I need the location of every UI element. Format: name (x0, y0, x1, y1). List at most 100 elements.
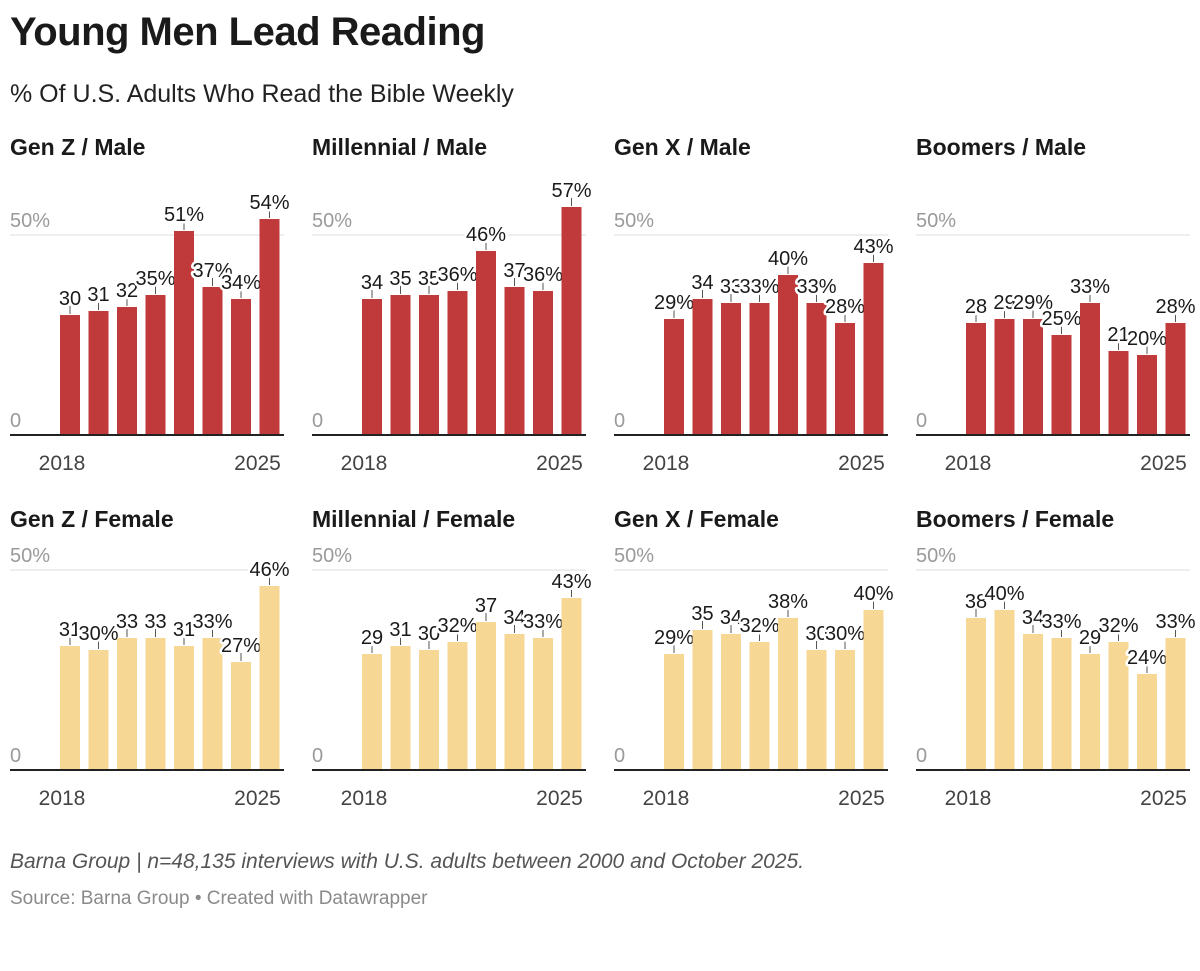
x-tick-label: 2018 (643, 787, 690, 810)
page-title: Young Men Lead Reading (10, 10, 485, 54)
value-label: 33% (739, 276, 779, 298)
bar (504, 287, 525, 435)
value-label: 40% (768, 248, 808, 270)
value-label: 33% (1070, 276, 1110, 298)
value-label: 30 (418, 623, 440, 645)
bar (1080, 654, 1100, 770)
value-label: 33 (144, 611, 166, 633)
value-label: 37 (475, 595, 497, 617)
x-tick-label: 2018 (643, 452, 690, 475)
panel-title: Gen X / Male (614, 134, 751, 160)
value-label: 21 (1107, 324, 1129, 346)
bar (447, 642, 468, 770)
value-label: 35 (691, 603, 713, 625)
panel-title: Gen Z / Male (10, 134, 145, 160)
x-tick-label: 2025 (838, 787, 885, 810)
y-tick-label: 0 (10, 745, 21, 767)
bar (1165, 323, 1186, 435)
bar (994, 319, 1015, 435)
bar (721, 634, 741, 770)
value-label: 29 (361, 627, 383, 649)
panel-title: Millennial / Male (312, 134, 487, 160)
bar (504, 634, 525, 770)
bar (202, 638, 223, 770)
value-label: 37% (192, 260, 232, 282)
x-tick-label: 2018 (39, 452, 86, 475)
y-tick-label: 50% (312, 545, 352, 567)
value-label: 35 (389, 268, 411, 290)
y-tick-label: 50% (916, 210, 956, 232)
value-label: 32 (116, 280, 138, 302)
bar (202, 287, 223, 435)
value-label: 38% (768, 591, 808, 613)
value-label: 43% (853, 236, 893, 258)
bar (721, 303, 741, 435)
value-label: 29% (654, 292, 694, 314)
value-label: 34 (361, 272, 383, 294)
bar (533, 291, 553, 435)
bar (692, 299, 713, 435)
bar (174, 231, 194, 435)
bar (692, 630, 713, 770)
value-label: 51% (164, 204, 204, 226)
value-label: 25% (1041, 308, 1081, 330)
bar (447, 291, 468, 435)
bar (561, 598, 582, 770)
x-tick-label: 2018 (341, 787, 388, 810)
value-label: 32% (437, 615, 477, 637)
y-tick-label: 0 (916, 410, 927, 432)
panel-title: Boomers / Male (916, 134, 1086, 160)
bar (60, 315, 80, 435)
value-label: 34% (221, 272, 261, 294)
value-label: 38 (965, 591, 987, 613)
y-tick-label: 50% (614, 210, 654, 232)
bar (117, 307, 137, 435)
bar (476, 622, 496, 770)
value-label: 29% (654, 627, 694, 649)
value-label: 40% (984, 583, 1024, 605)
bar (778, 618, 798, 770)
value-label: 30% (78, 623, 118, 645)
value-label: 29 (1079, 627, 1101, 649)
value-label: 34 (1022, 607, 1044, 629)
panel-boomers-female: Boomers / Female50%03840%3433%2932%24%33… (916, 506, 1198, 810)
bar (835, 650, 855, 770)
y-tick-label: 50% (312, 210, 352, 232)
value-label: 54% (249, 192, 289, 214)
y-tick-label: 50% (10, 545, 50, 567)
panel-title: Millennial / Female (312, 506, 515, 532)
footnote: Barna Group | n=48,135 interviews with U… (10, 850, 805, 873)
bar (966, 618, 986, 770)
bar (561, 207, 582, 435)
bar (994, 610, 1015, 770)
value-label: 32% (1098, 615, 1138, 637)
bar (1023, 634, 1043, 770)
value-label: 35% (135, 268, 175, 290)
value-label: 31 (59, 619, 81, 641)
bar (1137, 355, 1157, 435)
bar (1165, 638, 1186, 770)
value-label: 33% (1041, 611, 1081, 633)
bar (533, 638, 553, 770)
bar (1108, 642, 1129, 770)
value-label: 34 (691, 272, 713, 294)
panel-title: Boomers / Female (916, 506, 1114, 532)
y-tick-label: 0 (312, 745, 323, 767)
bar (749, 303, 770, 435)
value-label: 27% (221, 635, 261, 657)
bar (259, 586, 280, 770)
bar (664, 319, 684, 435)
y-tick-label: 50% (10, 210, 50, 232)
bar (1051, 638, 1072, 770)
value-label: 37 (503, 260, 525, 282)
value-label: 34 (720, 607, 742, 629)
bar (60, 646, 80, 770)
bar (117, 638, 137, 770)
bar (1108, 351, 1129, 435)
value-label: 30 (59, 288, 81, 310)
value-label: 20% (1127, 328, 1167, 350)
x-tick-label: 2025 (234, 787, 281, 810)
